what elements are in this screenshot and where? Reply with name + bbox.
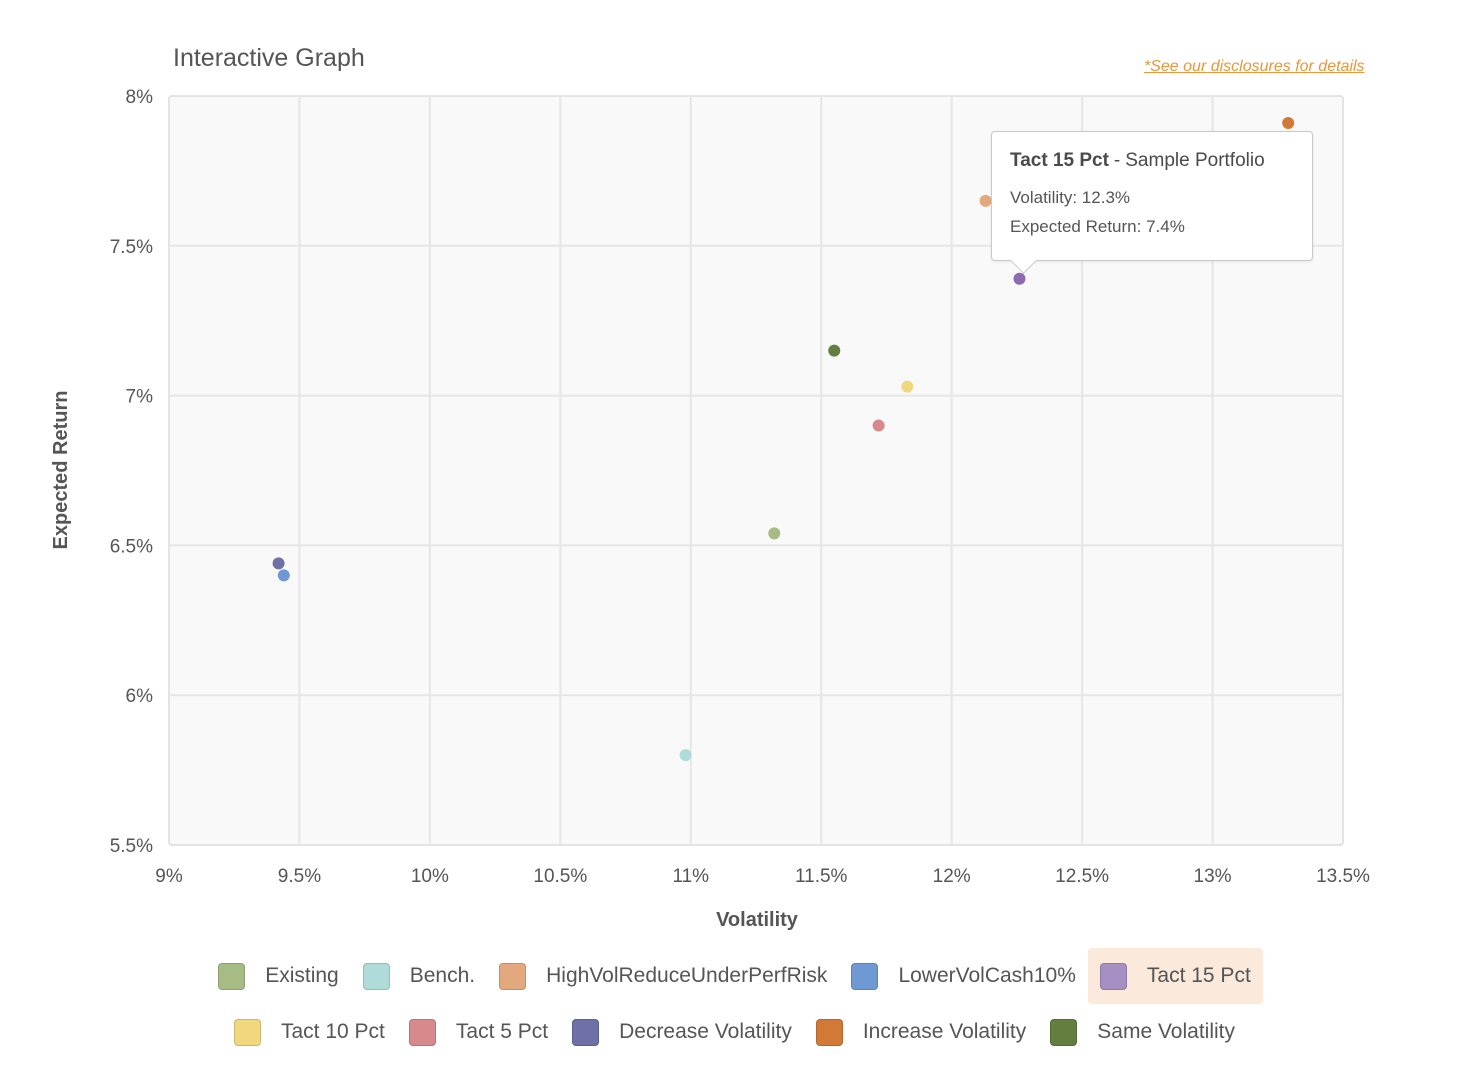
y-tick-label: 5.5% xyxy=(110,836,153,857)
x-tick-label: 13.5% xyxy=(1316,866,1370,887)
legend-item[interactable]: Existing xyxy=(206,948,351,1004)
legend-swatch xyxy=(572,1018,600,1046)
legend-label: Same Volatility xyxy=(1097,1020,1235,1043)
data-point-increase-volatility[interactable] xyxy=(1282,116,1295,129)
legend-swatch xyxy=(815,1018,843,1046)
chart-legend: Existing Bench. HighVolReduceUnderPerfRisk… xyxy=(0,948,1469,1060)
data-point-tact-15-pct[interactable] xyxy=(1013,272,1026,285)
data-point-same-volatility[interactable] xyxy=(828,344,841,357)
data-point-bench[interactable] xyxy=(679,749,692,762)
data-point-tact-5-pct[interactable] xyxy=(872,419,885,432)
legend-label: Existing xyxy=(265,964,339,987)
tooltip-series-name: Tact 15 Pct xyxy=(1010,150,1109,171)
data-point-highvolreduceunderperfrisk[interactable] xyxy=(979,194,992,207)
legend-item[interactable]: Tact 15 Pct xyxy=(1087,948,1263,1004)
legend-swatch xyxy=(362,962,390,990)
tooltip-volatility: Volatility: 12.3% xyxy=(1010,188,1131,207)
legend-label: Increase Volatility xyxy=(862,1020,1027,1043)
x-tick-label: 11.5% xyxy=(795,866,848,887)
legend-label: Tact 5 Pct xyxy=(455,1020,549,1043)
x-tick-label: 11% xyxy=(672,866,709,887)
legend-row: Tact 10 Pct Tact 5 Pct Decrease Volatility… xyxy=(0,1004,1469,1060)
y-tick-label: 7% xyxy=(126,387,154,408)
legend-label: Decrease Volatility xyxy=(619,1020,792,1043)
y-tick-label: 7.5% xyxy=(110,237,153,258)
legend-item[interactable]: LowerVolCash10% xyxy=(839,948,1087,1004)
chart-title: Interactive Graph xyxy=(173,44,365,72)
legend-swatch xyxy=(234,1018,261,1046)
legend-item[interactable]: Tact 5 Pct xyxy=(397,1004,560,1060)
legend-item[interactable]: Bench. xyxy=(351,948,487,1004)
y-tick-label: 6.5% xyxy=(110,536,153,557)
y-tick-label: 8% xyxy=(126,87,154,108)
legend-swatch xyxy=(851,962,879,990)
x-tick-label: 12.5% xyxy=(1055,866,1109,887)
legend-swatch xyxy=(1099,962,1127,990)
legend-item[interactable]: Tact 10 Pct xyxy=(222,1004,397,1060)
data-point-decrease-volatility[interactable] xyxy=(272,557,285,570)
legend-item[interactable]: Same Volatility xyxy=(1038,1004,1247,1060)
tooltip-expected-return: Expected Return: 7.4% xyxy=(1010,217,1185,236)
disclosures-link[interactable]: *See our disclosures for details xyxy=(1144,58,1365,75)
x-tick-label: 13% xyxy=(1194,866,1232,887)
legend-item[interactable]: HighVolReduceUnderPerfRisk xyxy=(487,948,839,1004)
x-tick-label: 10% xyxy=(411,866,449,887)
legend-swatch xyxy=(408,1018,436,1046)
legend-label: Tact 15 Pct xyxy=(1146,964,1251,987)
x-tick-label: 12% xyxy=(933,866,971,887)
legend-label: HighVolReduceUnderPerfRisk xyxy=(546,964,828,987)
y-axis-label: Expected Return xyxy=(50,391,72,550)
legend-label: Tact 10 Pct xyxy=(281,1020,385,1043)
legend-item[interactable]: Increase Volatility xyxy=(804,1004,1038,1060)
legend-label: LowerVolCash10% xyxy=(898,964,1076,987)
tooltip-separator: - xyxy=(1113,150,1121,171)
point-tooltip: Tact 15 Pct - Sample Portfolio Volatility:… xyxy=(991,131,1313,274)
y-tick-label: 6% xyxy=(126,686,154,707)
legend-swatch xyxy=(1050,1018,1078,1046)
x-tick-label: 9.5% xyxy=(278,866,321,887)
legend-swatch xyxy=(499,962,527,990)
legend-item[interactable]: Decrease Volatility xyxy=(560,1004,804,1060)
legend-row: Existing Bench. HighVolReduceUnderPerfRisk… xyxy=(0,948,1469,1004)
x-axis-label: Volatility xyxy=(716,909,799,931)
data-point-existing[interactable] xyxy=(768,527,781,540)
legend-label: Bench. xyxy=(409,964,476,987)
x-tick-label: 9% xyxy=(155,866,183,887)
data-point-lowervolcash10[interactable] xyxy=(277,569,290,582)
tooltip-header: Tact 15 Pct - Sample Portfolio xyxy=(1010,150,1294,172)
plot-area xyxy=(168,95,1344,846)
x-tick-label: 10.5% xyxy=(533,866,587,887)
tooltip-subtitle: Sample Portfolio xyxy=(1125,150,1265,171)
data-point-tact-10-pct[interactable] xyxy=(901,380,914,393)
legend-swatch xyxy=(218,962,246,990)
